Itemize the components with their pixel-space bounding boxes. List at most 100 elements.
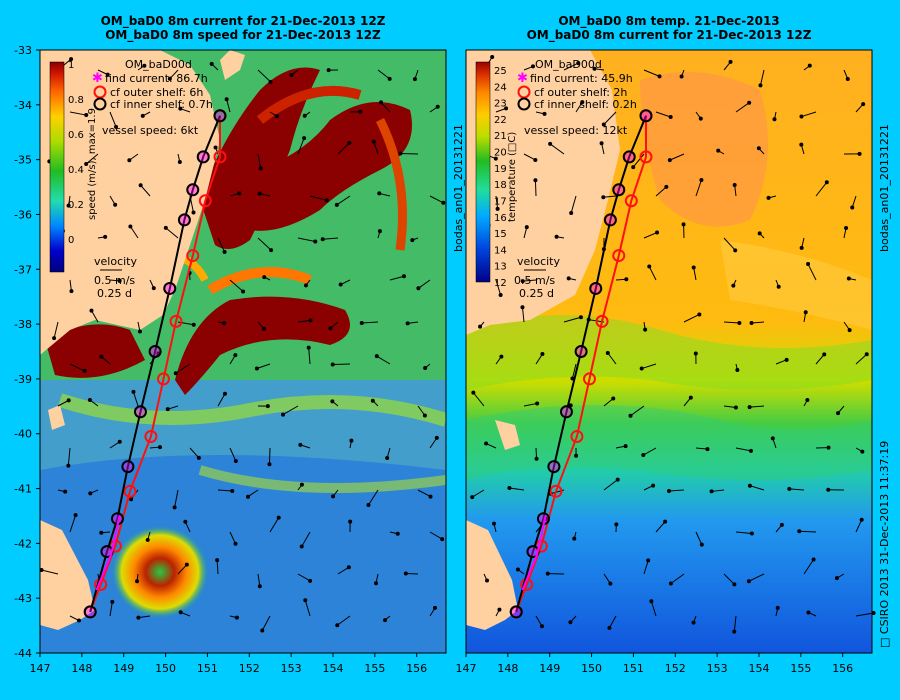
current-vector-head	[233, 353, 238, 358]
route-waypoint-marker	[589, 281, 603, 295]
current-vector-arrow	[133, 391, 139, 407]
current-vector-arrow	[67, 447, 71, 466]
current-vector-head	[366, 503, 371, 508]
current-vector-arrow	[643, 232, 658, 239]
current-vector-head	[732, 629, 737, 634]
current-vector-arrow	[803, 399, 808, 407]
current-vector-head	[709, 489, 714, 494]
current-vector-head	[545, 571, 550, 576]
current-vector-head	[66, 398, 71, 403]
current-vector-arrow	[815, 181, 828, 197]
current-vector-arrow	[843, 69, 849, 80]
current-vector-head	[99, 530, 104, 535]
current-vector-arrow	[571, 363, 577, 379]
current-vector-head	[846, 276, 851, 281]
current-vector-head	[165, 407, 170, 412]
current-vector-arrow	[615, 445, 626, 449]
route-waypoint-marker	[133, 405, 147, 419]
current-vector-head	[766, 195, 771, 200]
current-vector-head	[504, 106, 509, 111]
current-vector-arrow	[389, 275, 405, 281]
current-vector-arrow	[803, 559, 815, 575]
current-vector-head	[158, 445, 163, 450]
route-waypoint-marker	[198, 194, 212, 208]
current-vector-head	[73, 513, 78, 518]
inner-shelf-marker-icon-right	[517, 97, 531, 111]
current-vector-head	[699, 177, 704, 182]
lon-tick-label: 153	[281, 662, 302, 675]
lat-tick-label: -35	[14, 154, 32, 167]
current-vector-head	[746, 579, 751, 584]
current-vector-head	[234, 615, 239, 620]
current-vector-head	[607, 625, 612, 630]
current-vector-head	[749, 321, 754, 326]
current-vector-arrow	[723, 237, 736, 251]
current-vector-arrow	[655, 186, 667, 197]
lon-tick-label: 154	[748, 662, 769, 675]
current-vector-arrow	[803, 312, 807, 323]
current-vector-head	[349, 438, 354, 443]
current-vector-head	[691, 265, 696, 270]
current-vector-arrow	[843, 321, 851, 331]
current-vector-head	[87, 397, 92, 402]
current-vector-arrow	[322, 237, 339, 240]
current-vector-head	[308, 318, 313, 323]
current-vector-arrow	[855, 612, 874, 617]
legend-find-current-right: find current: 45.9h	[530, 72, 633, 85]
current-vector-head	[857, 151, 862, 156]
current-vector-arrow	[603, 479, 618, 491]
current-vector-arrow	[216, 560, 219, 575]
current-vector-arrow	[53, 321, 59, 339]
route-waypoint-marker	[603, 213, 617, 227]
route-waypoint-marker	[534, 539, 548, 553]
current-vector-arrow	[169, 69, 179, 80]
current-vector-head	[416, 286, 421, 291]
current-vector-head	[520, 305, 525, 310]
current-vector-arrow	[483, 153, 496, 160]
current-vector-arrow	[523, 153, 536, 161]
current-vector-head	[568, 403, 573, 408]
lon-tick-label: 156	[832, 662, 853, 675]
current-vector-arrow	[650, 601, 657, 617]
speed-map-panel: 1 0.8 0.6 0.4 0.2 0 speed (m/s), max=1.9 OM_b…	[14, 44, 447, 675]
current-vector-arrow	[759, 69, 765, 86]
current-vector-head	[370, 398, 375, 403]
right-side-label: bodas_an01_20131221	[878, 124, 891, 252]
route-waypoint-marker	[509, 605, 523, 619]
current-vector-head	[756, 146, 761, 151]
current-vector-head	[434, 435, 439, 440]
current-vector-arrow	[643, 447, 657, 456]
route-waypoint-marker	[121, 460, 135, 474]
current-vector-arrow	[521, 307, 525, 323]
route-waypoint-marker	[547, 460, 561, 474]
route-path	[89, 115, 221, 613]
current-vector-arrow	[332, 363, 351, 366]
current-vector-arrow	[535, 615, 543, 627]
current-vector-head	[799, 245, 804, 250]
current-vector-head	[401, 274, 406, 279]
current-vector-arrow	[603, 573, 611, 584]
current-vector-head	[520, 279, 525, 284]
current-vector-head	[649, 599, 654, 604]
right-title-line2: OM_baD0 8m current for 21-Dec-2013 12Z	[526, 28, 812, 42]
current-vector-head	[805, 398, 810, 403]
colorbar-tick-label: 1	[68, 60, 74, 71]
temperature-colorbar-label: temperature (□C)	[507, 132, 518, 222]
current-vector-head	[647, 264, 652, 269]
route-waypoint-marker	[123, 484, 137, 498]
current-vector-head	[498, 293, 503, 298]
route-waypoint-marker	[169, 314, 183, 328]
current-vector-arrow	[723, 321, 740, 324]
current-vector-arrow	[523, 402, 538, 407]
current-vector-head	[233, 541, 238, 546]
velocity-scale: velocity 0.5 m/s 0.25 d	[94, 255, 137, 300]
current-vector-arrow	[851, 195, 857, 208]
warm-core-eddy	[112, 526, 208, 618]
current-vector-arrow	[217, 237, 226, 253]
current-vector-head	[191, 322, 196, 327]
current-vector-head	[395, 531, 400, 536]
current-vector-head	[499, 354, 504, 359]
current-vector-head	[135, 579, 140, 584]
current-vector-arrow	[377, 69, 390, 80]
current-vector-head	[441, 200, 446, 205]
